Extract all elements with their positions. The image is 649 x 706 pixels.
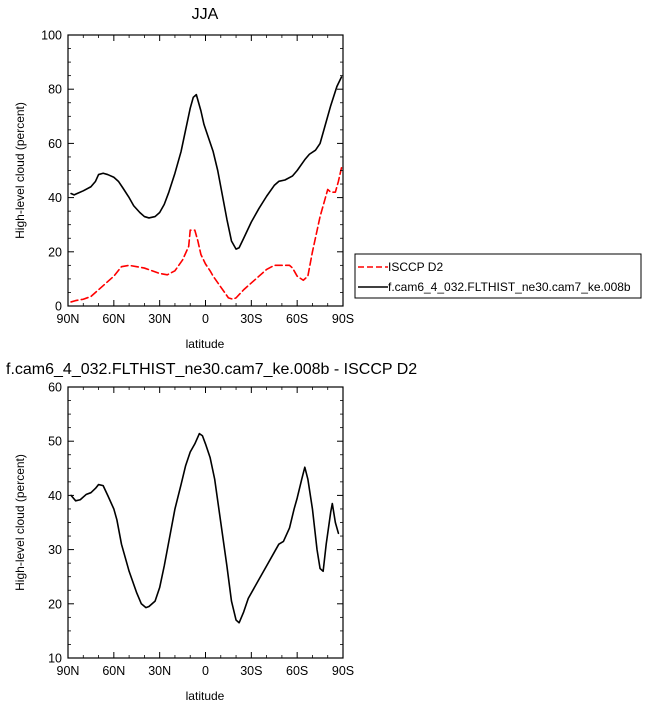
bottom-series-line-0	[70, 432, 340, 624]
top-x-tick-label: 60N	[102, 312, 125, 326]
bottom-x-tick-label: 90N	[57, 664, 80, 678]
bottom-plot-title: f.cam6_4_032.FLTHIST_ne30.cam7_ke.008b -…	[6, 361, 417, 378]
top-ticks: 90N 60N 30N 0 30S 60S 90S 0 20 40 60 80 100	[41, 29, 354, 327]
bottom-plot-frame	[67, 386, 344, 659]
top-x-tick-label: 0	[202, 312, 209, 326]
legend-box	[354, 253, 642, 299]
top-x-tick-label: 60S	[286, 312, 308, 326]
legend-label-isccp: ISCCP D2	[388, 260, 443, 274]
top-plot-title: JJA	[192, 6, 219, 23]
bottom-y-tick-label: 60	[48, 381, 62, 395]
bottom-ticks: 90N 60N 30N 0 30S 60S 90S 10 20 30 40 50 60	[48, 381, 354, 679]
bottom-series-layer	[70, 432, 340, 624]
top-x-tick-label: 30N	[148, 312, 171, 326]
bottom-y-tick-label: 30	[48, 543, 62, 557]
bottom-x-tick-label: 30N	[148, 664, 171, 678]
top-panel: JJA High-level cloud (percent) latitude …	[13, 6, 354, 351]
top-series-layer	[70, 76, 343, 303]
top-y-tick-label: 20	[48, 245, 62, 259]
top-y-tick-label: 80	[48, 83, 62, 97]
bottom-x-axis-title: latitude	[186, 689, 225, 703]
legend-label-model: f.cam6_4_032.FLTHIST_ne30.cam7_ke.008b	[388, 280, 631, 294]
top-x-axis-title: latitude	[186, 337, 225, 351]
top-series-line-0	[70, 166, 343, 303]
top-series-line-1	[70, 76, 343, 250]
top-plot-frame	[67, 34, 344, 307]
bottom-x-tick-label: 60N	[102, 664, 125, 678]
bottom-y-tick-label: 50	[48, 435, 62, 449]
top-y-tick-label: 100	[41, 29, 62, 43]
bottom-x-tick-label: 90S	[332, 664, 354, 678]
top-x-tick-label: 30S	[240, 312, 262, 326]
bottom-y-axis-title: High-level cloud (percent)	[13, 454, 27, 591]
top-x-tick-label: 90N	[57, 312, 80, 326]
bottom-y-tick-label: 40	[48, 489, 62, 503]
bottom-y-tick-label: 20	[48, 597, 62, 611]
bottom-panel: f.cam6_4_032.FLTHIST_ne30.cam7_ke.008b -…	[6, 361, 417, 703]
bottom-x-tick-label: 30S	[240, 664, 262, 678]
top-x-tick-label: 90S	[332, 312, 354, 326]
top-y-tick-label: 60	[48, 137, 62, 151]
bottom-x-tick-label: 60S	[286, 664, 308, 678]
bottom-x-tick-label: 0	[202, 664, 209, 678]
top-y-tick-label: 0	[55, 300, 62, 314]
top-y-axis-title: High-level cloud (percent)	[13, 102, 27, 239]
top-y-tick-label: 40	[48, 191, 62, 205]
bottom-y-tick-label: 10	[48, 652, 62, 666]
legend: ISCCP D2 f.cam6_4_032.FLTHIST_ne30.cam7_…	[354, 253, 642, 299]
